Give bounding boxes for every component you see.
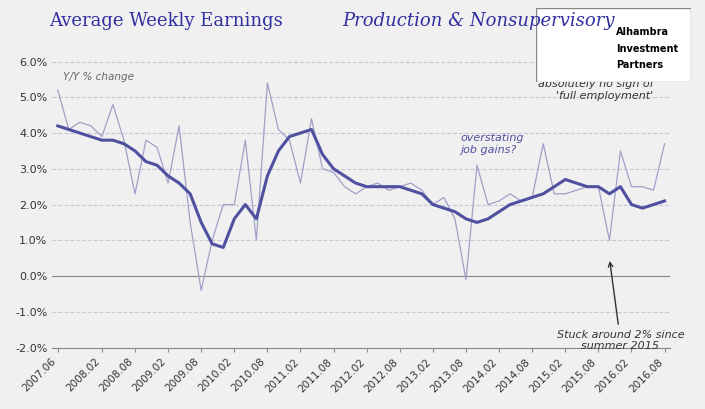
Text: Stuck around 2% since
summer 2015: Stuck around 2% since summer 2015 bbox=[557, 263, 685, 351]
Text: Alhambra: Alhambra bbox=[616, 27, 670, 36]
Text: Investment: Investment bbox=[616, 43, 679, 54]
Text: Partners: Partners bbox=[616, 60, 663, 70]
Text: Production & Nonsupervisory: Production & Nonsupervisory bbox=[342, 12, 615, 30]
Text: absolutely no sign of
'full employment': absolutely no sign of 'full employment' bbox=[538, 79, 654, 101]
Text: Average Weekly Earnings: Average Weekly Earnings bbox=[49, 12, 289, 30]
Text: overstating
job gains?: overstating job gains? bbox=[460, 133, 524, 155]
FancyBboxPatch shape bbox=[536, 8, 691, 82]
Text: Y/Y % change: Y/Y % change bbox=[63, 72, 134, 82]
Polygon shape bbox=[544, 19, 606, 71]
